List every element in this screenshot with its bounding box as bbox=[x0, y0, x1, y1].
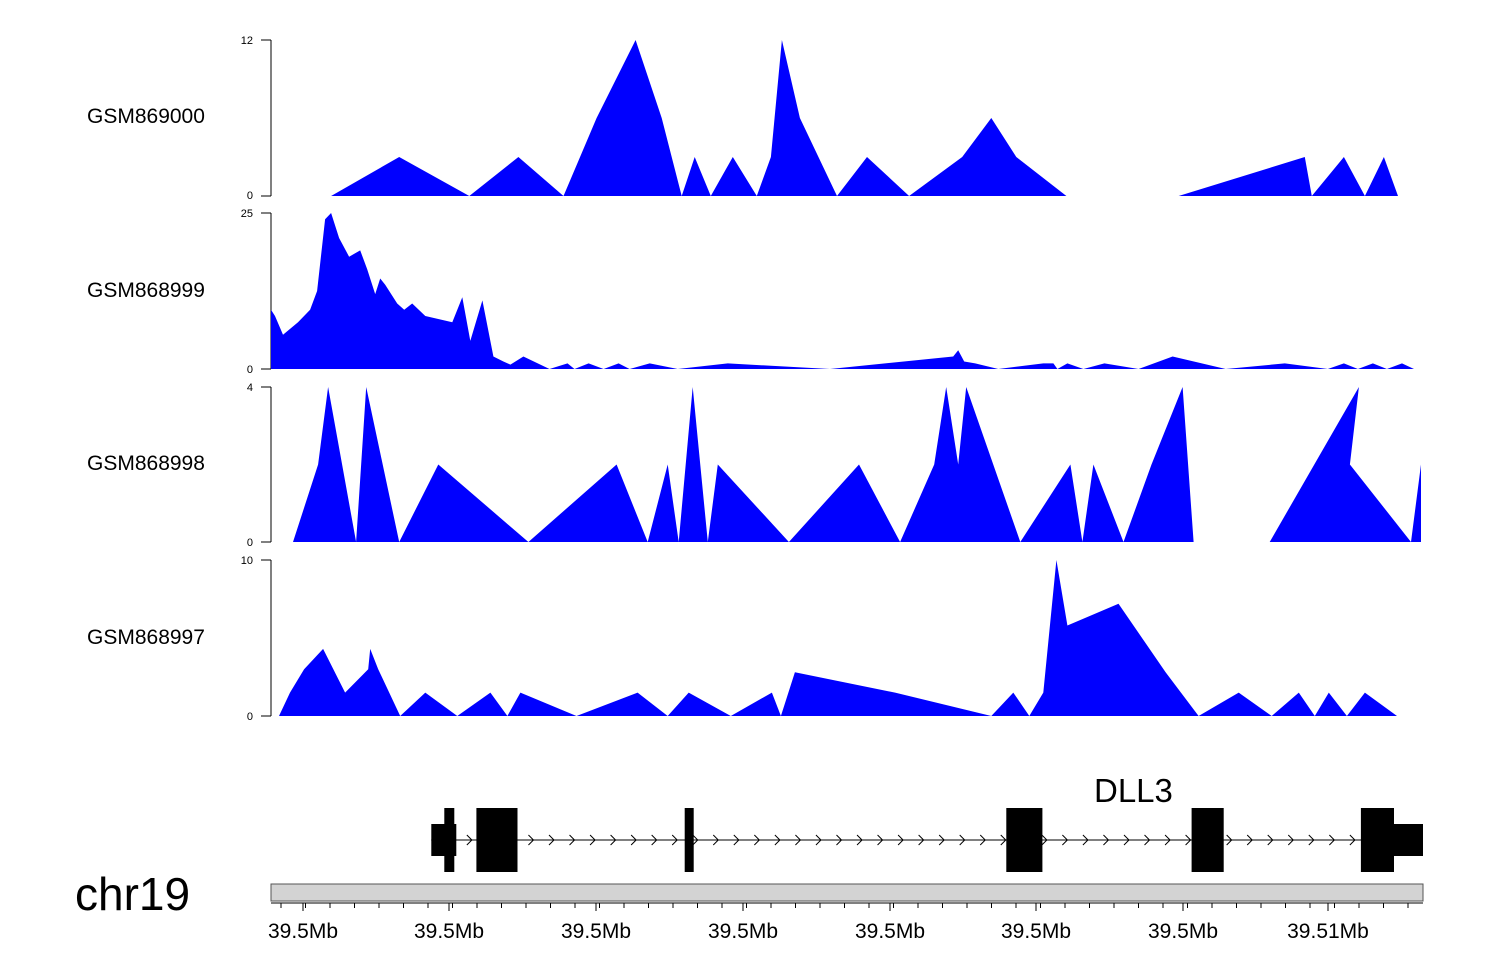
gene-name-label: DLL3 bbox=[1094, 772, 1173, 809]
strand-arrow bbox=[630, 834, 637, 846]
strand-arrow bbox=[774, 834, 781, 846]
track-1-axis bbox=[261, 39, 272, 197]
gene-exon-7 bbox=[1360, 808, 1394, 872]
strand-arrow bbox=[877, 834, 884, 846]
strand-arrow bbox=[1349, 834, 1356, 846]
track-4-axis bbox=[261, 559, 272, 717]
track-label-1: GSM869000 bbox=[87, 105, 205, 128]
track-1-ymax: 12 bbox=[241, 35, 253, 47]
x-tick-label-2: 39.5Mb bbox=[414, 920, 484, 943]
strand-arrow bbox=[1144, 834, 1151, 846]
strand-arrow bbox=[1082, 834, 1089, 846]
genome-axis-minor-ticks bbox=[280, 903, 1409, 908]
strand-arrow bbox=[671, 834, 678, 846]
strand-arrow bbox=[856, 834, 863, 846]
strand-arrow bbox=[815, 834, 822, 846]
strand-arrow bbox=[589, 834, 596, 846]
strand-arrow bbox=[610, 834, 617, 846]
strand-arrow bbox=[1185, 834, 1192, 846]
gene-exons bbox=[431, 808, 1423, 872]
strand-arrow bbox=[1246, 834, 1253, 846]
gene-exon-3 bbox=[476, 808, 518, 872]
x-tick-label-4: 39.5Mb bbox=[708, 920, 778, 943]
chromosome-label: chr19 bbox=[75, 868, 190, 920]
gene-model-dll3 bbox=[431, 808, 1423, 872]
strand-arrow bbox=[918, 834, 925, 846]
strand-arrow bbox=[1267, 834, 1274, 846]
chromosome-ideogram bbox=[270, 883, 1424, 902]
strand-arrow bbox=[1164, 834, 1171, 846]
strand-arrow bbox=[897, 834, 904, 846]
strand-arrow bbox=[836, 834, 843, 846]
strand-arrow bbox=[938, 834, 945, 846]
strand-arrow bbox=[548, 834, 555, 846]
track-4-ymax: 10 bbox=[241, 555, 253, 567]
track-2-ymin: 0 bbox=[247, 364, 253, 376]
x-tick-label-6: 39.5Mb bbox=[1001, 920, 1071, 943]
strand-arrow bbox=[466, 834, 473, 846]
x-tick-label-5: 39.5Mb bbox=[855, 920, 925, 943]
strand-arrow bbox=[651, 834, 658, 846]
strand-arrow bbox=[1308, 834, 1315, 846]
strand-arrow bbox=[1123, 834, 1130, 846]
track-4-signal-area bbox=[271, 560, 1397, 716]
strand-arrow bbox=[569, 834, 576, 846]
gene-exon-6 bbox=[1191, 808, 1224, 872]
track-2-axis bbox=[261, 212, 272, 370]
track-3-axis bbox=[261, 386, 272, 543]
track-2-ymax: 25 bbox=[241, 208, 253, 220]
genome-axis-major-ticks bbox=[302, 903, 1329, 911]
gene-exon-8 bbox=[1393, 824, 1423, 856]
strand-arrow bbox=[1328, 834, 1336, 846]
strand-arrow bbox=[1103, 834, 1110, 846]
gene-exon-2 bbox=[444, 808, 455, 872]
strand-arrow bbox=[1287, 834, 1294, 846]
strand-arrow bbox=[1041, 834, 1048, 846]
track-3-ymin: 0 bbox=[247, 537, 253, 549]
x-tick-label-1: 39.5Mb bbox=[268, 920, 338, 943]
track-label-2: GSM868999 bbox=[87, 279, 205, 302]
gene-exon-4 bbox=[684, 808, 694, 872]
track-1-ymin: 0 bbox=[247, 190, 253, 202]
strand-arrow bbox=[979, 834, 986, 846]
track-label-4: GSM868997 bbox=[87, 626, 205, 649]
strand-arrow bbox=[959, 834, 966, 846]
track-3-signal-area bbox=[271, 387, 1421, 542]
x-tick-label-8: 39.51Mb bbox=[1287, 920, 1369, 943]
x-tick-label-3: 39.5Mb bbox=[561, 920, 631, 943]
strand-arrow bbox=[1062, 834, 1069, 846]
track-4-ymin: 0 bbox=[247, 711, 253, 723]
track-3-ymax: 4 bbox=[247, 382, 253, 394]
strand-arrow bbox=[692, 834, 699, 846]
track-label-3: GSM868998 bbox=[87, 452, 205, 475]
strand-arrow bbox=[753, 834, 761, 846]
strand-arrow bbox=[795, 834, 802, 846]
strand-arrow bbox=[733, 834, 740, 846]
x-tick-label-7: 39.5Mb bbox=[1148, 920, 1218, 943]
strand-arrow bbox=[528, 834, 535, 846]
track-1-signal-area bbox=[271, 40, 1419, 196]
strand-arrow bbox=[712, 834, 719, 846]
strand-arrow bbox=[1226, 834, 1233, 846]
gene-exon-5 bbox=[1006, 808, 1043, 872]
track-2-signal-area bbox=[271, 213, 1421, 369]
strand-arrow bbox=[1000, 834, 1007, 846]
